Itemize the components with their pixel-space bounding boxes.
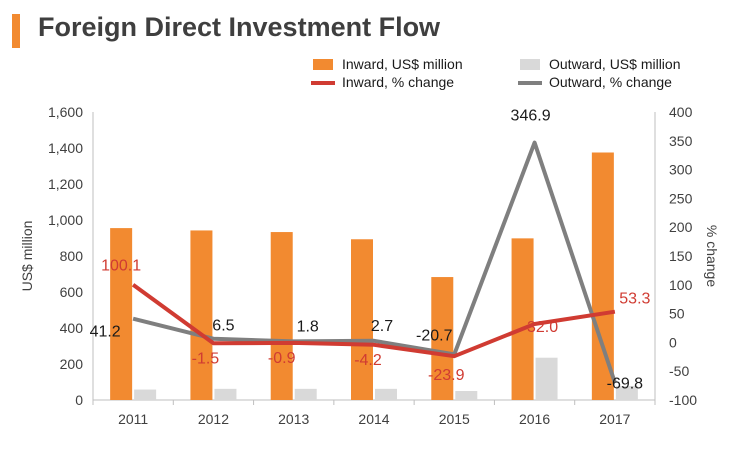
y-tick-label-left: 800 <box>60 248 84 264</box>
y-tick-label-left: 1,000 <box>48 212 83 228</box>
data-label-inward-pct: -1.5 <box>192 350 220 367</box>
bar-inward <box>511 238 534 400</box>
y-tick-label-right: 100 <box>669 277 693 293</box>
title-accent-bar <box>12 14 20 48</box>
y-tick-label-right: 300 <box>669 162 693 178</box>
data-label-outward-pct: 6.5 <box>212 318 234 335</box>
y-tick-label-left: 400 <box>60 320 84 336</box>
y-tick-label-right: 50 <box>669 306 685 322</box>
legend-label: Inward, US$ million <box>342 56 463 72</box>
data-label-outward-pct: 41.2 <box>90 324 121 341</box>
x-tick-label: 2011 <box>118 411 148 427</box>
x-tick-label: 2014 <box>358 411 389 427</box>
x-tick-label: 2013 <box>278 411 309 427</box>
bar-inward <box>351 239 373 400</box>
y-tick-label-left: 0 <box>75 392 83 408</box>
x-tick-label: 2015 <box>439 411 470 427</box>
y-axis-title-left: US$ million <box>19 221 35 292</box>
legend-label: Outward, US$ million <box>549 56 681 72</box>
y-tick-label-right: 150 <box>669 248 693 264</box>
legend-swatch <box>313 59 333 70</box>
y-tick-label-right: 400 <box>669 104 693 120</box>
bar-outward <box>134 389 157 400</box>
bar-inward <box>190 230 213 400</box>
line-inward-pct-change <box>131 283 616 359</box>
y-tick-label-right: 0 <box>669 334 677 350</box>
bar-outward <box>455 391 478 400</box>
bar-outward <box>615 385 638 400</box>
y-tick-label-right: -50 <box>669 363 689 379</box>
bar-inward <box>591 152 614 400</box>
chart-title: Foreign Direct Investment Flow <box>38 12 441 42</box>
x-tick-label: 2012 <box>198 411 229 427</box>
y-tick-label-left: 1,400 <box>48 140 83 156</box>
legend-label: Inward, % change <box>342 74 454 90</box>
y-axis-title-right: % change <box>704 225 720 287</box>
y-tick-label-left: 1,200 <box>48 176 83 192</box>
y-tick-label-left: 1,600 <box>48 104 83 120</box>
data-label-outward-pct: -69.8 <box>607 376 644 393</box>
legend-label: Outward, % change <box>549 74 672 90</box>
data-label-inward-pct: 53.3 <box>619 291 650 308</box>
data-label-inward-pct: 100.1 <box>101 258 141 275</box>
y-tick-label-right: 250 <box>669 190 693 206</box>
legend-swatch <box>520 59 540 70</box>
x-tick-label: 2016 <box>519 411 550 427</box>
data-label-outward-pct: -20.7 <box>416 327 453 344</box>
bar-inward <box>110 228 133 400</box>
data-label-outward-pct: 346.9 <box>511 108 551 125</box>
y-tick-label-right: 200 <box>669 219 693 235</box>
line-outward-pct-change <box>132 140 617 384</box>
y-tick-label-right: 350 <box>669 133 693 149</box>
bar-inward <box>270 232 293 400</box>
y-tick-label-left: 600 <box>60 284 84 300</box>
y-tick-label-right: -100 <box>669 392 697 408</box>
data-label-inward-pct: 32.0 <box>527 319 558 336</box>
data-label-outward-pct: 1.8 <box>297 318 319 335</box>
data-label-inward-pct: -23.9 <box>428 367 465 384</box>
data-label-inward-pct: -0.9 <box>268 350 296 367</box>
bar-outward <box>294 388 317 400</box>
y-tick-label-left: 200 <box>60 356 84 372</box>
bar-outward <box>214 388 237 400</box>
data-label-inward-pct: -4.2 <box>354 352 382 369</box>
bar-outward <box>535 357 558 400</box>
bar-inward <box>431 277 454 400</box>
data-label-outward-pct: 2.7 <box>371 318 393 335</box>
bar-outward <box>375 388 397 400</box>
x-tick-label: 2017 <box>599 411 630 427</box>
